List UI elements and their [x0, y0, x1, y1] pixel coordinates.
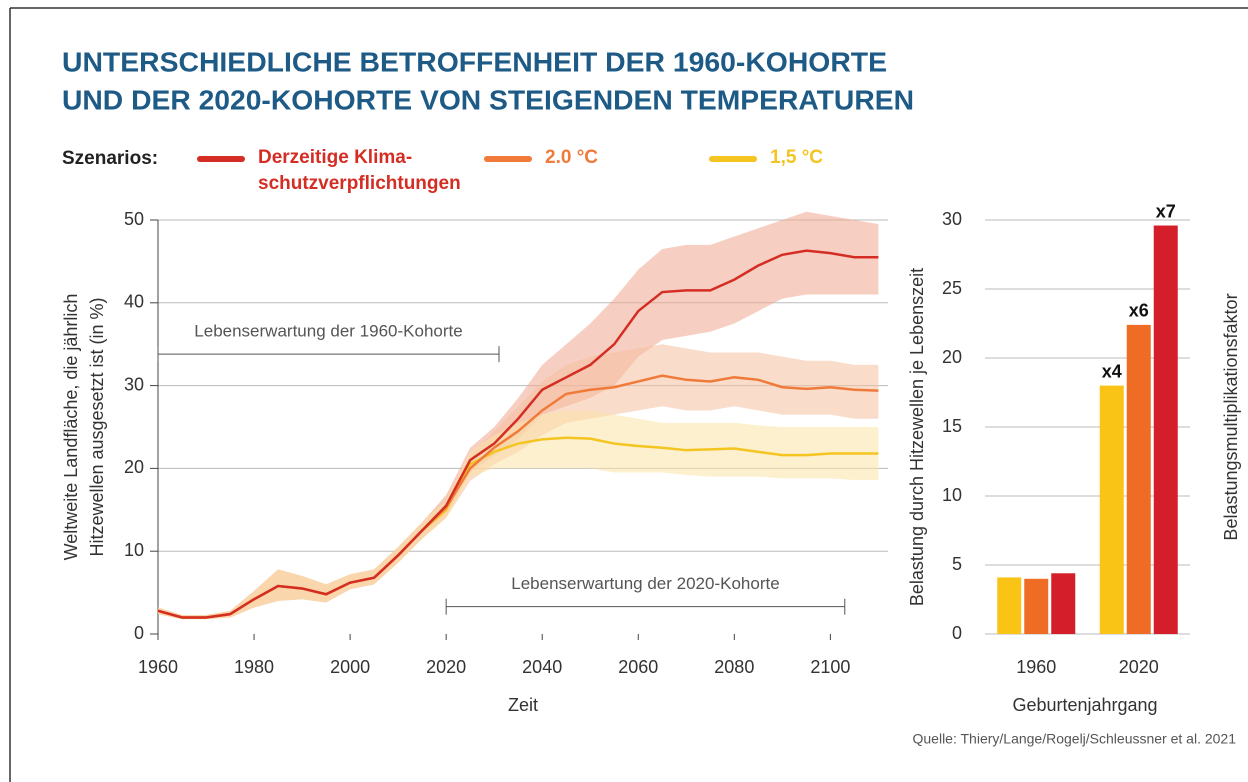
y-tick-label: 25: [942, 278, 962, 298]
bar-label: x4: [1102, 361, 1122, 381]
y-tick-label: 30: [124, 374, 144, 394]
y-tick-label: 30: [942, 209, 962, 229]
y-tick-label: 0: [134, 623, 144, 643]
source: Quelle: Thiery/Lange/Rogelj/Schleussner …: [913, 731, 1237, 747]
y-axis-label: Hitzewellen ausgesetzt ist (in %): [87, 297, 107, 556]
x-tick-label: 1960: [1016, 657, 1056, 677]
x-tick-label: 1960: [138, 657, 178, 677]
x-tick-label: 2040: [522, 657, 562, 677]
y-axis-label: Weltweite Landfläche, die jährlich: [61, 294, 81, 561]
annotation: Lebenserwartung der 1960-Kohorte: [194, 322, 462, 341]
x-tick-label: 2080: [714, 657, 754, 677]
annotation: Lebenserwartung der 2020-Kohorte: [511, 574, 779, 593]
bar-label: x7: [1156, 201, 1176, 221]
y-tick-label: 10: [124, 540, 144, 560]
bar: [997, 577, 1022, 634]
y2-axis-label: Belastungsmultiplikationsfaktor: [1221, 293, 1241, 540]
y-tick-label: 50: [124, 209, 144, 229]
legend-label: Derzeitige Klima- schutzverpflichtungen: [258, 147, 461, 194]
uncertainty-band: [158, 410, 879, 620]
title-line: UND DER 2020-KOHORTE VON STEIGENDEN TEMP…: [62, 84, 914, 115]
y-tick-label: 40: [124, 292, 144, 312]
y-axis-label: Belastung durch Hitzewellen je Lebenszei…: [907, 268, 927, 606]
y-tick-label: 10: [942, 485, 962, 505]
legend-label: 2.0 °C: [545, 147, 599, 168]
x-tick-label: 2100: [810, 657, 850, 677]
x-axis-label: Zeit: [508, 695, 538, 715]
bar: [1024, 578, 1049, 634]
y-tick-label: 20: [124, 457, 144, 477]
x-tick-label: 2000: [330, 657, 370, 677]
legend-title: Szenarios:: [62, 148, 158, 169]
y-tick-label: 0: [952, 623, 962, 643]
bar-label: x6: [1129, 301, 1149, 321]
title-line: UNTERSCHIEDLICHE BETROFFENHEIT DER 1960-…: [62, 46, 887, 77]
uncertainty-band: [158, 344, 879, 620]
x-axis-label: Geburtenjahrgang: [1012, 695, 1157, 715]
bar: [1099, 385, 1124, 634]
y-tick-label: 15: [942, 416, 962, 436]
x-tick-label: 1980: [234, 657, 274, 677]
y-tick-label: 5: [952, 554, 962, 574]
y-tick-label: 20: [942, 347, 962, 367]
line: [157, 249, 879, 619]
legend-label: 1,5 °C: [770, 147, 824, 168]
bar: [1051, 573, 1076, 634]
x-tick-label: 2020: [1119, 657, 1159, 677]
bar: [1153, 225, 1178, 634]
x-tick-label: 2060: [618, 657, 658, 677]
x-tick-label: 2020: [426, 657, 466, 677]
bar: [1126, 324, 1151, 634]
